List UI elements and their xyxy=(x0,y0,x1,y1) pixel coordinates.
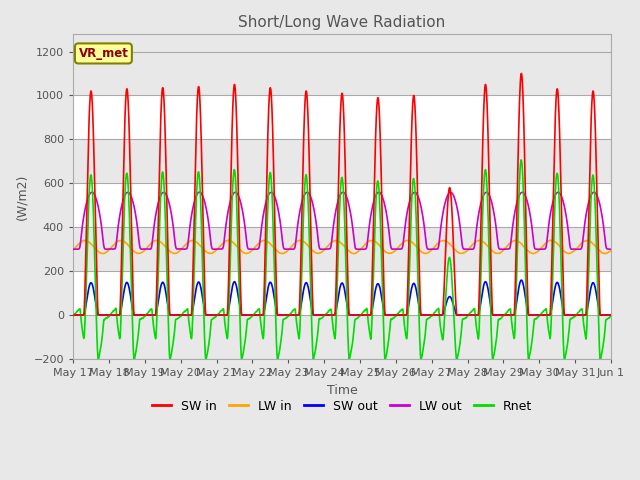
LW out xyxy=(585,200,593,206)
SW out xyxy=(477,295,485,300)
SW out xyxy=(463,312,470,318)
LW in xyxy=(607,248,615,254)
Line: Rnet: Rnet xyxy=(73,160,611,360)
LW in xyxy=(324,243,332,249)
Bar xyxy=(73,271,611,315)
Line: LW in: LW in xyxy=(73,240,611,253)
SW out xyxy=(607,312,615,318)
LW out xyxy=(477,198,485,204)
SW in xyxy=(518,71,525,76)
X-axis label: Time: Time xyxy=(326,384,357,396)
LW out xyxy=(607,246,615,252)
SW in xyxy=(252,312,260,318)
LW in xyxy=(578,240,586,246)
LW out xyxy=(465,246,472,252)
Bar xyxy=(73,183,611,227)
Line: LW out: LW out xyxy=(73,192,611,249)
SW out xyxy=(69,312,77,318)
SW in xyxy=(477,196,485,202)
Rnet xyxy=(69,312,77,318)
LW out xyxy=(463,246,470,252)
SW out xyxy=(585,299,593,305)
Title: Short/Long Wave Radiation: Short/Long Wave Radiation xyxy=(239,15,445,30)
Legend: SW in, LW in, SW out, LW out, Rnet: SW in, LW in, SW out, LW out, Rnet xyxy=(147,395,537,418)
LW in xyxy=(601,251,609,256)
Rnet xyxy=(463,314,470,320)
SW in xyxy=(607,312,615,318)
LW in xyxy=(584,238,592,243)
Bar xyxy=(73,227,611,271)
LW in xyxy=(547,238,554,243)
Bar xyxy=(73,96,611,139)
Rnet xyxy=(607,313,615,319)
SW in xyxy=(463,312,470,318)
SW out xyxy=(578,312,586,318)
Bar xyxy=(73,51,611,96)
Rnet xyxy=(324,310,332,315)
Rnet xyxy=(517,157,525,163)
Bar xyxy=(73,139,611,183)
SW in xyxy=(578,312,586,318)
LW in xyxy=(252,243,260,249)
LW in xyxy=(477,238,485,244)
Line: SW out: SW out xyxy=(73,280,611,315)
LW out xyxy=(324,246,332,252)
LW in xyxy=(463,249,470,254)
SW out xyxy=(324,312,332,318)
SW out xyxy=(252,312,260,318)
SW out xyxy=(149,312,157,318)
Text: VR_met: VR_met xyxy=(79,47,129,60)
SW in xyxy=(69,312,77,318)
Line: SW in: SW in xyxy=(73,73,611,315)
LW out xyxy=(195,189,203,195)
Rnet xyxy=(453,357,461,363)
LW out xyxy=(69,246,77,252)
Rnet xyxy=(578,306,586,312)
Rnet xyxy=(252,309,260,315)
Y-axis label: (W/m2): (W/m2) xyxy=(15,173,28,220)
LW in xyxy=(69,246,77,252)
Bar xyxy=(73,315,611,359)
SW in xyxy=(584,227,592,232)
Rnet xyxy=(585,274,593,279)
SW in xyxy=(324,312,332,318)
SW out xyxy=(518,277,525,283)
Rnet xyxy=(477,251,485,256)
LW out xyxy=(252,246,260,252)
LW out xyxy=(578,244,586,250)
